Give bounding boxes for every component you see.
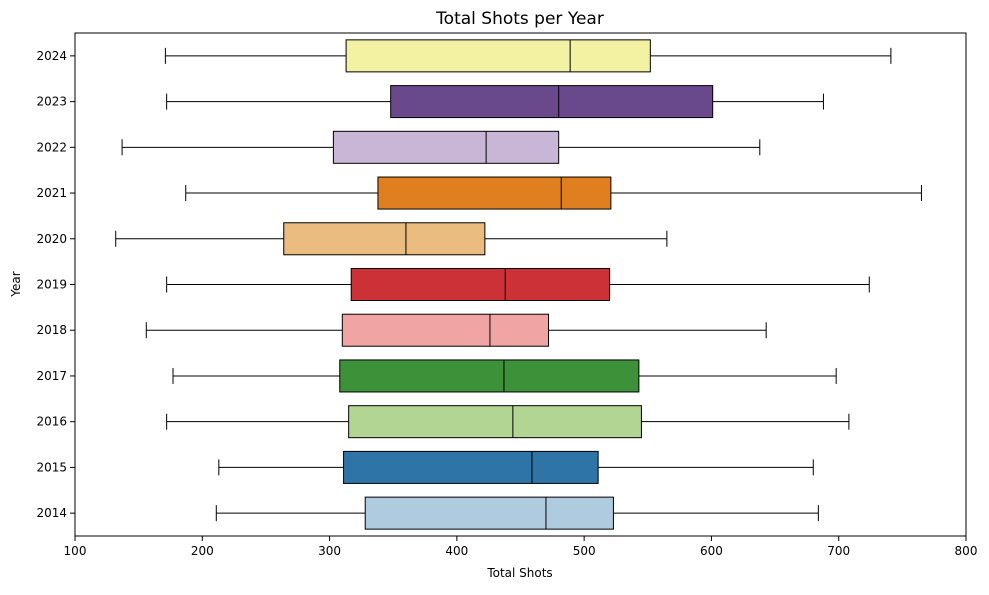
y-tick-label: 2024 [36,49,67,63]
box-2019 [166,267,870,302]
box-2018 [145,313,767,347]
x-tick-label: 700 [827,544,850,558]
y-tick-label: 2019 [36,278,67,292]
box-2024 [164,39,892,73]
y-tick-label: 2017 [36,369,67,383]
y-axis-label: Year [9,271,23,297]
x-tick-label: 100 [64,544,87,558]
y-tick-label: 2020 [36,232,67,246]
x-tick-label: 200 [191,544,214,558]
chart-title: Total Shots per Year [435,9,604,29]
box-2020 [115,222,668,256]
box-2017 [172,359,837,393]
box-2023 [166,85,824,119]
x-axis-label: Total Shots [486,566,552,580]
iqr-box [345,39,651,73]
x-axis: 100 200 300 400 500 600 700 800 [64,536,978,558]
iqr-box [332,130,560,164]
x-tick-label: 600 [700,544,723,558]
x-tick-label: 500 [573,544,596,558]
x-tick-label: 400 [445,544,468,558]
y-tick-label: 2021 [36,186,67,200]
iqr-box [348,405,642,439]
y-axis: 2024 2023 2022 2021 2020 2019 2018 2017 2016 2015… [36,49,75,520]
y-tick-label: 2018 [36,323,67,337]
y-tick-label: 2022 [36,140,67,154]
iqr-box [283,222,486,256]
x-tick-label: 800 [955,544,978,558]
box-2022 [121,130,761,164]
box-2015 [218,450,814,484]
box-2014 [215,496,819,530]
x-tick-label: 300 [318,544,341,558]
y-tick-label: 2014 [36,506,67,520]
iqr-box [343,450,599,484]
y-tick-label: 2023 [36,95,67,109]
iqr-box [390,85,714,119]
iqr-box [350,267,611,302]
iqr-box [364,496,614,530]
y-tick-label: 2015 [36,460,67,474]
iqr-box [341,313,550,347]
box-2016 [166,405,850,439]
y-tick-label: 2016 [36,415,67,429]
box-2021 [185,176,922,210]
boxes-layer [115,39,922,530]
iqr-box [377,176,612,210]
iqr-box [339,359,640,393]
